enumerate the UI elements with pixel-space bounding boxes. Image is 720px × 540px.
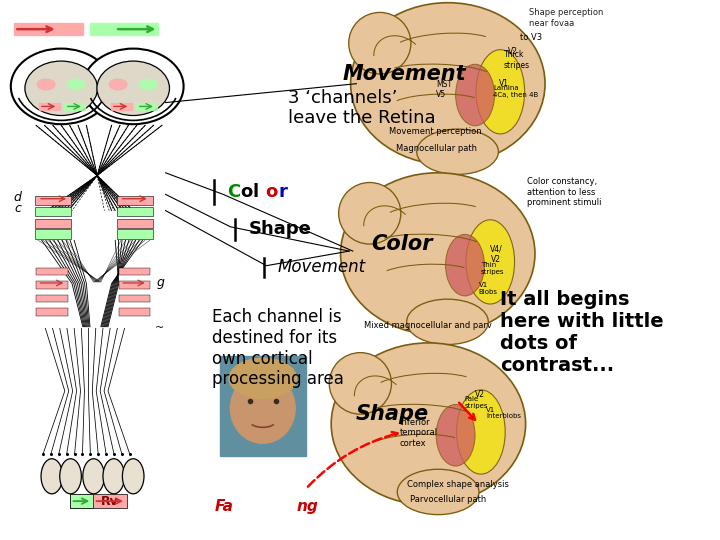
Text: V2: V2 [508,47,518,56]
Text: Movement perception: Movement perception [389,127,482,136]
Ellipse shape [109,79,127,90]
Ellipse shape [407,299,488,345]
Bar [117,219,153,228]
Ellipse shape [476,50,525,134]
Text: Parvocellular path: Parvocellular path [410,495,487,504]
Ellipse shape [122,459,144,494]
Text: Color constancy,
attention to less
prominent stimuli: Color constancy, attention to less promi… [527,177,601,207]
Ellipse shape [338,183,401,244]
Ellipse shape [41,459,63,494]
Ellipse shape [68,79,85,90]
Bar [119,268,150,275]
Bar [35,230,71,239]
Text: MST
V5: MST V5 [436,80,452,99]
Text: It all begins
here with little
dots of
contrast...: It all begins here with little dots of c… [500,289,664,375]
Bar [111,103,132,110]
Bar [119,281,150,289]
Bar [36,295,68,302]
Ellipse shape [103,459,125,494]
Bar [39,103,60,110]
Text: V1
Interblobs: V1 Interblobs [486,407,521,420]
Ellipse shape [466,220,515,304]
Ellipse shape [351,3,545,165]
Ellipse shape [397,469,479,515]
Text: V2: V2 [491,255,501,264]
Text: Thick
stripes: Thick stripes [504,50,530,70]
Text: Movement: Movement [343,64,467,84]
Text: ng: ng [297,499,318,514]
Bar [14,23,83,35]
Circle shape [83,49,184,124]
Text: Complex shape analysis: Complex shape analysis [407,480,508,489]
Text: c: c [14,202,22,215]
Ellipse shape [37,79,55,90]
Bar [35,207,71,216]
Text: ~: ~ [155,322,164,333]
Ellipse shape [436,404,475,466]
Bar [70,494,127,508]
Text: Each channel is
destined for its
own cortical
processing area: Each channel is destined for its own cor… [212,308,344,388]
Text: Shape perception
near fovaa: Shape perception near fovaa [529,8,603,28]
Text: d: d [14,191,22,204]
Text: Rv: Rv [101,495,118,508]
Text: o: o [240,183,252,201]
Ellipse shape [329,353,392,414]
Text: Movement: Movement [277,258,365,276]
Ellipse shape [229,359,297,399]
Text: C: C [227,183,240,201]
Text: V1
Blobs: V1 Blobs [479,282,498,295]
Ellipse shape [230,373,295,443]
Text: Shape: Shape [248,220,311,239]
Ellipse shape [341,173,535,335]
Bar [36,308,68,316]
Text: Magnocellular path: Magnocellular path [396,144,477,153]
Bar [117,230,153,239]
Circle shape [25,61,97,116]
Text: Fa: Fa [215,499,233,514]
Bar [117,196,153,205]
Circle shape [97,61,169,116]
Text: V1: V1 [499,79,509,89]
Text: Pale
stripes: Pale stripes [464,396,488,409]
Text: o: o [266,183,278,201]
Ellipse shape [331,343,526,505]
Text: Lamina
4Ca, then 4B: Lamina 4Ca, then 4B [493,85,539,98]
Text: Thin
stripes: Thin stripes [481,262,505,275]
Ellipse shape [60,459,81,494]
Bar [117,207,153,216]
Text: Mixed magnocellular and parv: Mixed magnocellular and parv [364,321,492,330]
Bar [35,196,71,205]
Circle shape [11,49,112,124]
Ellipse shape [417,129,498,174]
Ellipse shape [348,12,411,74]
Ellipse shape [83,459,104,494]
Bar [119,308,150,316]
Text: g: g [157,276,165,289]
Bar [64,103,85,110]
Text: V2: V2 [475,390,485,399]
Text: Inferior
temporal
cortex: Inferior temporal cortex [400,418,438,448]
Ellipse shape [446,234,485,296]
Bar [135,103,157,110]
Text: Shape: Shape [356,404,429,424]
Bar [35,219,71,228]
Bar [36,268,68,275]
Bar [220,356,306,456]
Ellipse shape [456,390,505,474]
Text: V4/: V4/ [490,244,503,253]
Text: Color: Color [371,234,433,254]
Bar [70,494,93,508]
Bar [90,23,158,35]
Ellipse shape [456,64,495,126]
Text: r: r [279,183,287,201]
Bar [36,281,68,289]
Text: 3 ‘channels’
leave the Retina: 3 ‘channels’ leave the Retina [288,89,436,127]
Text: l: l [253,183,259,201]
Bar [119,295,150,302]
Ellipse shape [140,79,157,90]
Text: to V3: to V3 [520,33,542,42]
